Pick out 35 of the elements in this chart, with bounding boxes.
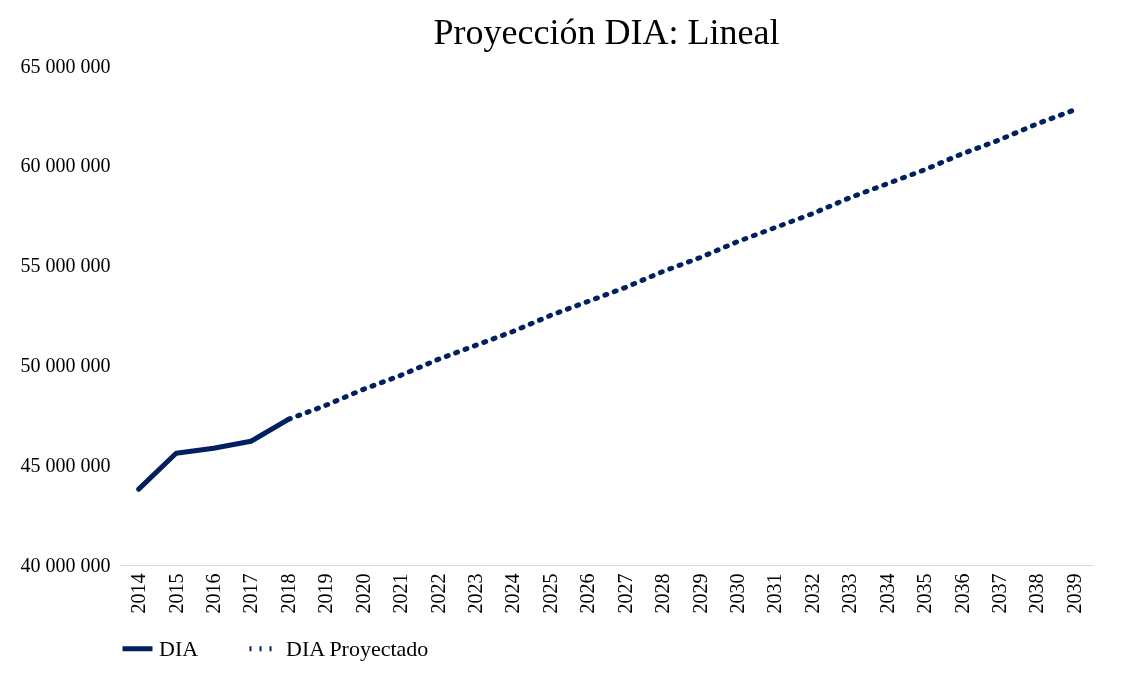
x-tick-label: 2030 xyxy=(725,573,748,614)
x-tick-label: 2022 xyxy=(426,573,449,614)
y-tick-label: 40 000 000 xyxy=(20,553,111,576)
x-tick-label: 2025 xyxy=(538,573,561,614)
y-tick-label: 45 000 000 xyxy=(20,453,111,476)
x-tick-label: 2037 xyxy=(987,573,1010,614)
x-tick-label: 2021 xyxy=(389,573,412,614)
legend-label: DIA Proyectado xyxy=(286,635,429,661)
x-tick-label: 2015 xyxy=(164,573,187,614)
y-tick-label: 50 000 000 xyxy=(20,353,111,376)
x-tick-label: 2019 xyxy=(314,573,337,614)
x-tick-label: 2024 xyxy=(501,573,524,614)
x-tick-label: 2031 xyxy=(763,573,786,614)
x-tick-label: 2035 xyxy=(913,573,936,614)
x-tick-label: 2020 xyxy=(351,573,374,614)
x-tick-label: 2027 xyxy=(613,573,636,614)
x-tick-label: 2029 xyxy=(688,573,711,614)
y-tick-label: 60 000 000 xyxy=(20,154,111,177)
legend-label: DIA xyxy=(159,635,199,661)
y-tick-label: 65 000 000 xyxy=(20,54,111,77)
x-tick-label: 2014 xyxy=(127,573,150,614)
chart-title: Proyección DIA: Lineal xyxy=(433,12,780,52)
x-tick-label: 2023 xyxy=(464,573,487,614)
x-tick-label: 2026 xyxy=(576,573,599,614)
x-tick-label: 2032 xyxy=(800,573,823,614)
x-tick-label: 2017 xyxy=(239,573,262,614)
x-tick-label: 2038 xyxy=(1025,573,1048,614)
x-tick-label: 2016 xyxy=(202,573,225,614)
x-tick-label: 2033 xyxy=(838,573,861,614)
y-tick-label: 55 000 000 xyxy=(20,254,111,277)
x-tick-label: 2036 xyxy=(950,573,973,614)
x-tick-label: 2039 xyxy=(1062,573,1085,614)
x-tick-label: 2018 xyxy=(276,573,299,614)
x-tick-label: 2034 xyxy=(875,573,898,614)
x-tick-label: 2028 xyxy=(651,573,674,614)
